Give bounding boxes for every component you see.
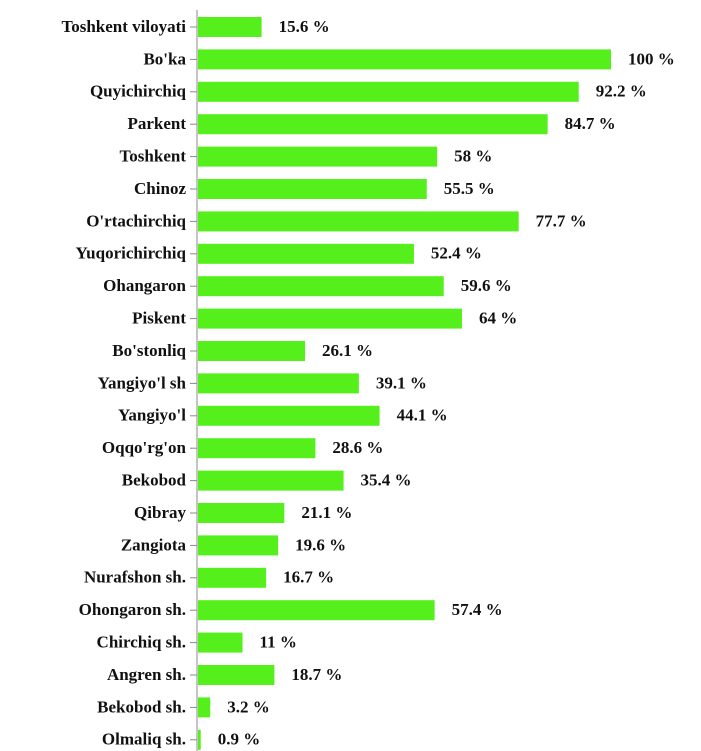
category-label: Oqqo'rg'on bbox=[102, 438, 187, 457]
category-label: Nurafshon sh. bbox=[84, 568, 186, 587]
value-label: 0.9 % bbox=[218, 730, 261, 749]
bar bbox=[198, 567, 267, 588]
category-label: Ohangaron bbox=[103, 276, 186, 295]
bar bbox=[198, 341, 306, 361]
bar bbox=[198, 211, 519, 232]
bar bbox=[198, 373, 359, 394]
category-label: Piskent bbox=[132, 309, 186, 328]
bar bbox=[198, 470, 344, 491]
bar bbox=[198, 114, 548, 135]
bar bbox=[198, 665, 275, 685]
value-label: 16.7 % bbox=[283, 568, 334, 587]
category-label: Chinoz bbox=[134, 179, 186, 198]
value-label: 28.6 % bbox=[332, 438, 383, 457]
bar bbox=[198, 276, 444, 297]
bar bbox=[198, 632, 243, 653]
value-label: 18.7 % bbox=[291, 665, 342, 684]
bar bbox=[198, 438, 316, 459]
bar bbox=[198, 535, 279, 556]
category-label: Parkent bbox=[127, 114, 186, 133]
value-label: 59.6 % bbox=[461, 276, 512, 295]
bar bbox=[198, 81, 579, 102]
category-label: Bekobod bbox=[122, 471, 187, 490]
category-label: Qibray bbox=[134, 503, 186, 522]
value-label: 57.4 % bbox=[452, 600, 503, 619]
bar bbox=[198, 146, 438, 167]
value-label: 55.5 % bbox=[444, 179, 495, 198]
category-label: Yuqorichirchiq bbox=[75, 244, 186, 263]
category-label: Ohongaron sh. bbox=[79, 600, 186, 619]
value-label: 100 % bbox=[628, 49, 675, 68]
category-label: Toshkent viloyati bbox=[61, 17, 186, 36]
value-label: 58 % bbox=[454, 147, 492, 166]
value-label: 11 % bbox=[260, 633, 297, 652]
category-label: Toshkent bbox=[120, 147, 187, 166]
value-label: 84.7 % bbox=[565, 114, 616, 133]
bar bbox=[198, 17, 262, 37]
bar bbox=[198, 308, 462, 329]
value-label: 77.7 % bbox=[536, 211, 587, 230]
value-label: 64 % bbox=[479, 309, 517, 328]
value-label: 39.1 % bbox=[376, 373, 427, 392]
category-label: Yangiyo'l bbox=[118, 406, 186, 425]
value-label: 21.1 % bbox=[301, 503, 352, 522]
value-label: 26.1 % bbox=[322, 341, 373, 360]
category-label: Quyichirchiq bbox=[90, 82, 187, 101]
value-label: 44.1 % bbox=[397, 406, 448, 425]
category-label: Bo'ka bbox=[143, 49, 186, 68]
category-label: Angren sh. bbox=[107, 665, 186, 684]
value-label: 92.2 % bbox=[596, 82, 647, 101]
value-label: 3.2 % bbox=[227, 697, 269, 716]
bar bbox=[198, 729, 201, 750]
value-label: 52.4 % bbox=[431, 244, 482, 263]
value-label: 19.6 % bbox=[295, 535, 346, 554]
category-label: Zangiota bbox=[121, 535, 187, 554]
value-label: 15.6 % bbox=[279, 17, 330, 36]
bar bbox=[198, 49, 611, 70]
bar bbox=[198, 503, 285, 523]
value-label: 35.4 % bbox=[361, 471, 412, 490]
bar bbox=[198, 405, 380, 426]
bar bbox=[198, 243, 414, 264]
category-label: O'rtachirchiq bbox=[86, 211, 186, 230]
category-label: Olmaliq sh. bbox=[102, 730, 186, 749]
category-label: Bekobod sh. bbox=[97, 697, 186, 716]
category-label: Bo'stonliq bbox=[112, 341, 186, 360]
bar bbox=[198, 179, 427, 199]
category-label: Chirchiq sh. bbox=[97, 633, 186, 652]
category-label: Yangiyo'l sh bbox=[98, 373, 187, 392]
bar bbox=[198, 697, 211, 718]
bar bbox=[198, 600, 435, 621]
